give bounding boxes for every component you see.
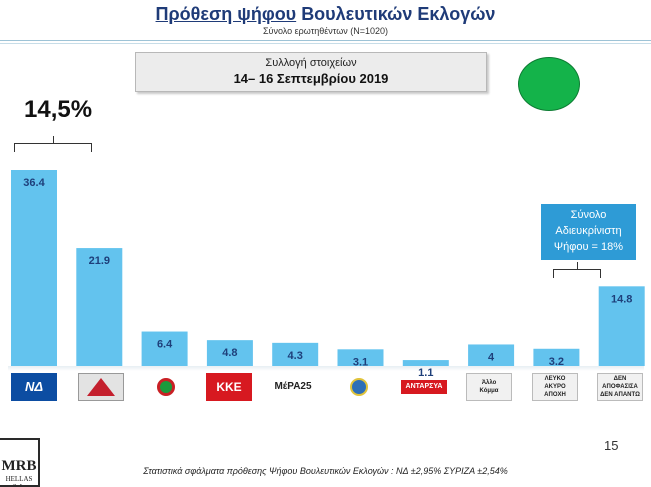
title-part-1: Πρόθεση ψήφου [155,4,297,24]
bar-value-label: 4.3 [288,350,303,362]
kke-logo: ΚΚΕ [206,373,252,401]
nd-logo: ΝΔ [11,373,57,401]
page-title: Πρόθεση ψήφου Βουλευτικών Εκλογών [0,4,651,25]
bar [533,348,580,366]
bar-value-label: 6.4 [157,339,173,351]
collection-dates: 14– 16 Σεπτεμβρίου 2019 [233,71,389,86]
syriza-logo [78,373,124,401]
undecided-note: Σύνολο Αδιευκρίνιστη Ψήφου = 18% [541,204,636,260]
bar-value-label: 21.9 [89,255,110,267]
lead-bracket [14,136,92,152]
bar [272,342,319,366]
other-party-label: Άλλο Κόμμα [466,373,512,401]
mrb-logo: MRB HELLAS S.A. [0,438,40,487]
bar-value-label: 36.4 [23,177,45,189]
title-part-2: Βουλευτικών Εκλογών [301,4,496,24]
undecided-label: ΔΕΝ ΑΠΟΦΑΣΙΣΑ ΔΕΝ ΑΠΑΝΤΩ [597,373,643,401]
page-number: 15 [604,438,619,453]
divider [0,43,651,44]
bar [206,340,253,366]
lead-value: 14,5% [24,96,93,123]
collection-box: Συλλογή στοιχείων 14– 16 Σεπτεμβρίου 201… [135,52,487,92]
undecided-bracket [553,262,601,278]
bar [402,360,449,366]
bar-value-label: 14.8 [611,293,632,305]
bar-value-label: 3.1 [353,356,368,368]
bar-value-label: 1.1 [418,367,433,379]
bar [76,248,123,366]
mera25-logo: ΜέΡΑ25 [274,381,312,392]
kinal-logo [143,373,189,401]
bar [598,286,645,366]
mrb-logo-name: MRB [1,458,37,474]
mrb-logo-sub: HELLAS S.A. [5,475,33,487]
elliniki-lysi-logo [336,373,382,401]
footer-note: Στατιστικά σφάλματα πρόθεσης Ψήφου Βουλε… [143,466,508,476]
collection-label: Συλλογή στοιχείων [265,57,357,69]
status-dot [518,57,580,111]
blank-void-label: ΛΕΥΚΟ ΑΚΥΡΟ ΑΠΟΧΗ [532,373,578,401]
divider [0,40,651,41]
bar-value-label: 4.8 [222,347,237,359]
bar-value-label: 4 [488,351,495,363]
undecided-note-line2: Αδιευκρίνιστη [555,225,622,237]
undecided-note-line3: Ψήφου = 18% [553,241,624,253]
subtitle: Σύνολο ερωτηθέντων (N=1020) [262,26,389,36]
antarsya-logo: ΑΝΤΑΡΣΥΑ [401,380,447,394]
chart-floor [8,366,644,371]
bar [337,349,384,366]
bar-value-label: 3.2 [549,356,564,368]
bar [141,331,188,366]
undecided-note-line1: Σύνολο [570,209,607,221]
bar [11,170,57,366]
bar [468,344,515,366]
